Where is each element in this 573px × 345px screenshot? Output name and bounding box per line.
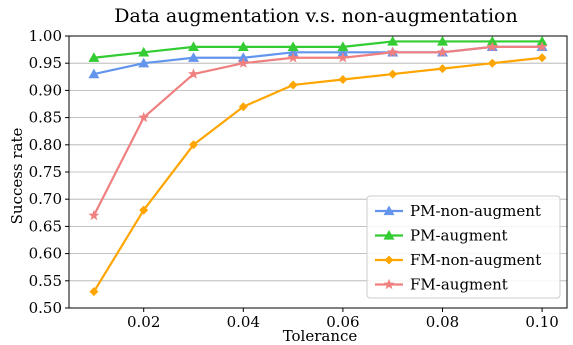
- series-3-point: [387, 46, 399, 58]
- series-1-point: [387, 35, 399, 46]
- legend-swatch-marker: [383, 205, 395, 216]
- series-0-point: [88, 68, 100, 79]
- series-1-point: [188, 41, 199, 52]
- y-tick-label: 0.65: [29, 217, 62, 235]
- legend-entry-label: PM-non-augment: [410, 202, 541, 220]
- series-3-point: [187, 68, 200, 79]
- y-tick-label: 0.75: [29, 163, 62, 181]
- series-line-1: [93, 40, 543, 59]
- x-tick-label: 0.08: [426, 313, 459, 331]
- series-1-point: [138, 46, 150, 57]
- x-axis-label: Tolerance: [283, 327, 358, 345]
- series-2-point: [139, 205, 149, 215]
- y-tick-label: 0.70: [29, 190, 62, 208]
- series-3-point: [436, 46, 449, 58]
- x-tick-label: 0.10: [525, 313, 558, 331]
- series-2-point: [438, 64, 447, 74]
- series-0-point: [188, 52, 199, 62]
- series-2-point: [89, 287, 99, 297]
- legend-swatch-marker: [384, 255, 394, 265]
- series-0-point: [337, 46, 349, 57]
- series-2-point: [338, 75, 348, 85]
- y-tick-label: 0.95: [29, 54, 62, 72]
- series-1-point: [437, 35, 448, 46]
- y-tick-label: 0.80: [29, 136, 62, 154]
- series-2-point: [487, 58, 497, 68]
- series-0-point: [287, 46, 299, 57]
- y-tick-label: 0.50: [29, 299, 62, 317]
- y-axis-label: Success rate: [8, 127, 26, 224]
- series-1-point: [287, 41, 299, 52]
- series-0-point: [138, 57, 150, 68]
- y-tick-label: 0.85: [29, 109, 62, 127]
- x-tick-label: 0.02: [127, 313, 160, 331]
- series-3-point: [337, 51, 349, 63]
- series-3-point: [486, 41, 498, 52]
- series-3-point: [287, 51, 299, 63]
- legend-swatch-marker: [383, 278, 395, 290]
- series-line-2: [92, 56, 543, 293]
- series-lines: [88, 35, 548, 297]
- series-2-point: [288, 80, 298, 90]
- legend-entry-label: FM-augment: [410, 276, 508, 294]
- x-tick-label: 0.06: [326, 313, 359, 331]
- legend-box: [366, 195, 561, 299]
- series-2-point: [388, 69, 398, 79]
- legend: PM-non-augment PM-augment FM-non-augment FM…: [366, 195, 561, 299]
- series-2-point: [537, 53, 547, 63]
- series-3-point: [536, 41, 548, 52]
- legend-swatch-marker: [383, 230, 395, 240]
- series-2-point: [189, 140, 198, 150]
- series-1-point: [486, 35, 498, 46]
- legend-entry-label: FM-non-augment: [410, 251, 541, 269]
- series-1-point: [88, 52, 100, 62]
- y-tick-label: 0.60: [29, 245, 62, 263]
- legend-entry-label: PM-augment: [410, 227, 508, 245]
- y-tick-label: 0.55: [29, 272, 62, 290]
- series-line-3: [92, 45, 543, 217]
- series-0-point: [237, 52, 249, 62]
- series-3-point: [138, 111, 150, 123]
- y-tick-label: 0.90: [29, 81, 62, 99]
- series-1-point: [536, 35, 548, 46]
- x-tick-label: 0.04: [227, 313, 260, 331]
- chart-title: Data augmentation v.s. non-augmentation: [114, 5, 517, 27]
- series-3-point: [88, 209, 100, 221]
- series-2-point: [238, 102, 248, 112]
- axis-ticks: 0.50 0.55 0.60 0.65 0.70 0.75 0.80 0.85 0.90 0.95…: [29, 27, 559, 331]
- y-tick-label: 1.00: [29, 27, 62, 45]
- series-1-point: [337, 41, 349, 52]
- series-1-point: [237, 41, 249, 52]
- series-3-point: [237, 57, 249, 68]
